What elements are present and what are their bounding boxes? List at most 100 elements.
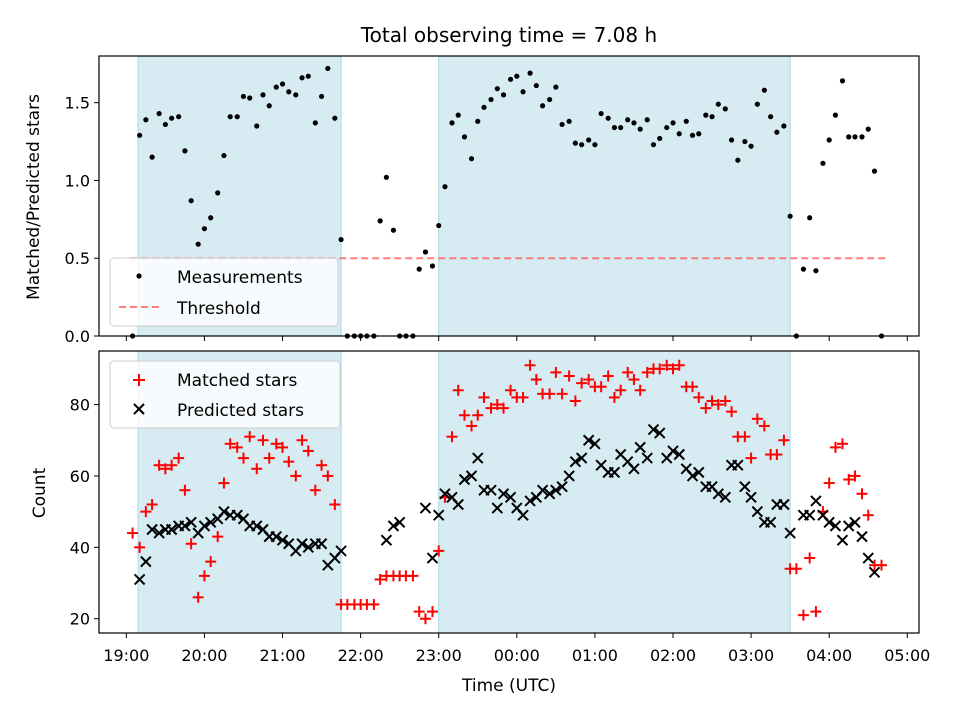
top-panel: 0.0 0.5 1.0 1.5 Matched/Predicted stars <box>24 55 920 346</box>
matched-star-point <box>823 477 835 489</box>
predicted-star-point-b <box>686 470 699 482</box>
measurement-point <box>273 84 279 90</box>
predicted-star-point-b <box>712 488 725 500</box>
measurement-point <box>683 118 689 124</box>
predicted-star-point-b <box>778 498 790 511</box>
measurement-point <box>611 124 618 131</box>
top-observing-windows <box>137 55 791 337</box>
measurement-point <box>240 93 247 100</box>
predicted-star-point-b <box>575 452 588 464</box>
measurement-point <box>488 96 494 103</box>
matched-star-point <box>673 359 685 371</box>
measurement-point <box>286 89 292 95</box>
matched-star-point <box>745 452 757 464</box>
predicted-star-point-b <box>836 534 849 546</box>
predicted-star-point-b <box>165 523 178 536</box>
matched-star-point <box>778 434 790 446</box>
matched-star-point <box>283 456 295 468</box>
measurement-point <box>247 95 253 101</box>
measurement-point <box>149 154 155 160</box>
matched-star-point <box>179 484 191 496</box>
matched-star-point <box>257 434 269 446</box>
measurement-point <box>449 120 455 126</box>
measurement-point <box>383 174 389 180</box>
measurement-point <box>188 198 194 204</box>
predicted-star-point-b <box>654 427 666 439</box>
matched-star-point <box>667 363 679 375</box>
matched-star-point <box>641 366 653 378</box>
predicted-star-point-b <box>589 438 601 450</box>
matched-star-point <box>505 384 517 396</box>
matched-star-point <box>290 470 302 482</box>
predicted-star-point <box>165 523 178 536</box>
predicted-star-point <box>270 530 282 543</box>
measurement-point <box>832 112 839 118</box>
measurement-point <box>312 120 318 126</box>
measurement-point <box>689 132 696 138</box>
predicted-star-point-b <box>270 530 282 543</box>
matched-star-point <box>544 388 556 400</box>
matched-star-point <box>602 370 614 382</box>
matched-star-point <box>628 374 640 386</box>
matched-star-point <box>472 409 484 421</box>
predicted-star-point-b <box>803 509 816 521</box>
predicted-star-point <box>458 473 471 486</box>
measurement-point <box>520 89 526 95</box>
y-tick-label: 40 <box>70 538 90 557</box>
predicted-star-point-b <box>140 555 152 568</box>
predicted-star-point-b <box>315 538 328 550</box>
predicted-star-point-b <box>550 484 562 496</box>
measurement-point <box>182 148 188 154</box>
measurement-point <box>461 134 468 140</box>
legend-measurement-marker <box>136 273 142 279</box>
predicted-star-point-b <box>582 434 595 446</box>
matched-star-point <box>829 441 841 453</box>
matched-star-point <box>687 381 699 393</box>
predicted-star-point-b <box>719 491 732 504</box>
matched-star-point <box>446 431 458 443</box>
top-y-ticks: 0.0 0.5 1.0 1.5 <box>65 94 99 346</box>
measurement-point <box>455 112 461 118</box>
measurement-point <box>254 123 260 129</box>
measurement-point <box>162 121 168 128</box>
measurement-point <box>579 142 585 148</box>
matched-star-point <box>634 384 646 396</box>
matched-star-point <box>498 402 510 414</box>
predicted-star-point-b <box>237 513 250 525</box>
predicted-star-point <box>810 495 822 507</box>
measurement-point <box>748 143 754 149</box>
predicted-star-point-b <box>276 534 289 546</box>
predicted-star-point <box>231 509 243 521</box>
measurement-point <box>279 81 286 87</box>
predicted-star-point <box>575 452 588 464</box>
bottom-x-ticks: 19:00 20:00 21:00 22:00 23:00 00:00 01:00 02:00… <box>103 633 930 665</box>
measurement-point <box>325 65 331 72</box>
matched-star-point <box>458 409 470 421</box>
predicted-star-point-b <box>439 488 451 500</box>
predicted-star-point <box>426 552 439 564</box>
predicted-star-point-b <box>198 520 211 532</box>
predicted-star-point <box>556 480 568 493</box>
matched-star-point <box>146 498 158 510</box>
predicted-star-point-b <box>823 516 835 529</box>
predicted-star-point-b <box>647 423 660 436</box>
x-tick-label: 02:00 <box>650 646 696 665</box>
predicted-star-point <box>563 470 575 482</box>
measurement-point <box>820 160 826 166</box>
matched-star-point <box>198 570 210 582</box>
predicted-star-point <box>504 491 517 504</box>
matched-star-point <box>433 545 445 557</box>
matched-star-point <box>134 541 146 553</box>
predicted-star-point <box>868 566 881 579</box>
x-tick-label: 01:00 <box>572 646 618 665</box>
predicted-star-point-b <box>868 566 881 579</box>
predicted-star-point-b <box>133 573 146 586</box>
measurement-point <box>527 70 533 76</box>
legend-measurements-label: Measurements <box>177 268 303 288</box>
measurement-point <box>137 132 143 138</box>
predicted-star-point <box>667 445 679 457</box>
measurement-point <box>787 213 793 219</box>
matched-star-point <box>419 613 431 625</box>
predicted-star-point <box>751 505 764 518</box>
predicted-star-point-b <box>810 495 822 507</box>
